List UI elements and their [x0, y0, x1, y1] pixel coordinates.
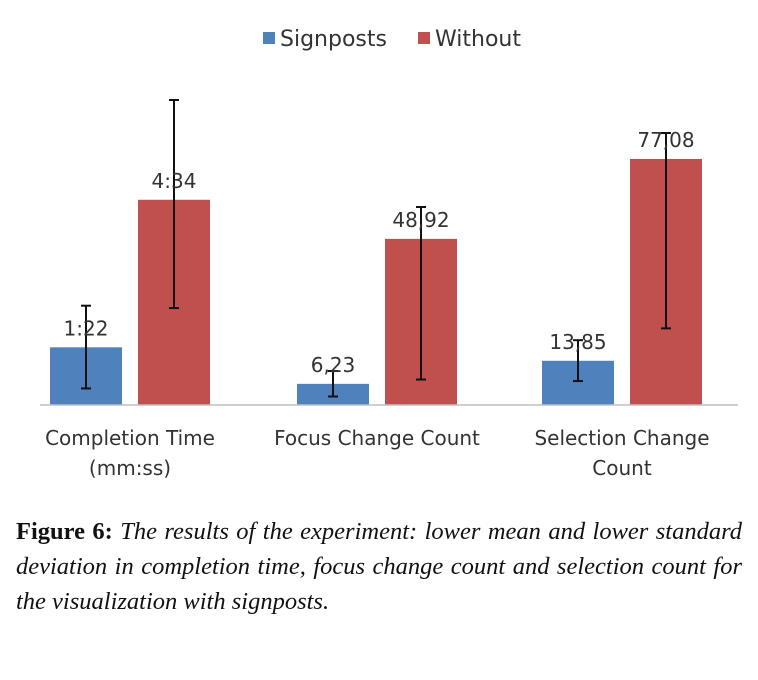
bars-group — [50, 158, 702, 405]
category-label-0-line-0: Completion Time — [45, 426, 215, 450]
category-label-0-line-1: (mm:ss) — [89, 456, 171, 480]
category-label-1-line-0: Focus Change Count — [274, 426, 480, 450]
data-label-without-1: 48,92 — [392, 208, 449, 232]
category-labels-group: Completion Time (mm:ss) Focus Change Count… — [45, 426, 709, 480]
data-labels-group: 1:22 4:34 6,23 48,92 13,85 77,08 — [64, 128, 695, 377]
error-bars-group — [81, 99, 671, 398]
data-label-without-0: 4:34 — [152, 169, 197, 193]
data-label-signposts-1: 6,23 — [311, 353, 356, 377]
data-label-without-2: 77,08 — [637, 128, 694, 152]
caption-label: Figure 6: — [16, 518, 113, 545]
data-label-signposts-2: 13,85 — [549, 330, 606, 354]
legend-swatch-signposts — [263, 32, 275, 44]
legend-label-signposts: Signposts — [280, 27, 387, 52]
figure-caption: Figure 6: The results of the experiment:… — [16, 514, 742, 619]
category-label-2-line-0: Selection Change — [534, 426, 709, 450]
legend-label-without: Without — [435, 27, 521, 52]
data-label-signposts-0: 1:22 — [64, 316, 109, 340]
legend-swatch-without — [418, 32, 430, 44]
bar-chart: Signposts Without 1:22 4:34 6,23 48,92 13,85 7… — [40, 27, 738, 480]
chart-legend: Signposts Without — [263, 27, 521, 52]
category-label-2-line-1: Count — [592, 456, 652, 480]
caption-text: The results of the experiment: lower mea… — [16, 518, 742, 615]
